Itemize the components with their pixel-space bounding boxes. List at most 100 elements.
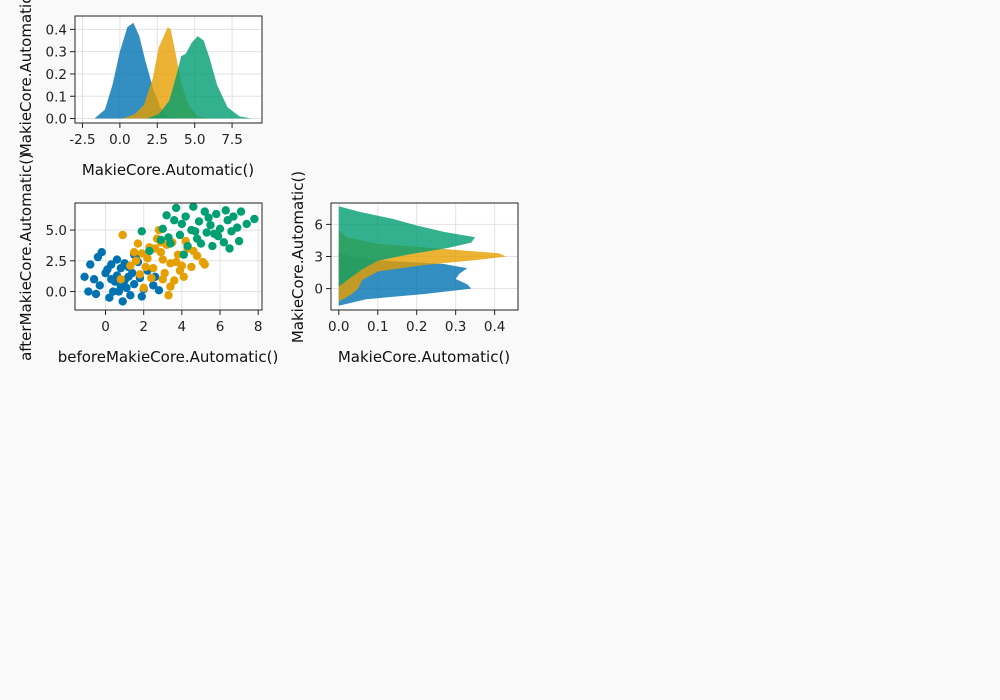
- scatter-point-series-2: [164, 291, 173, 300]
- scatter-point-series-1: [84, 287, 93, 296]
- top-y-tick-label: 0.0: [46, 112, 67, 128]
- scatter-point-series-3: [171, 203, 181, 213]
- top-density-panel: -2.5 0.0 2.5 5.0 7.5 0.00.10.20.30.4 MakieCo…: [17, 0, 263, 179]
- scatter-point-series-1: [97, 247, 106, 257]
- right-density-series-3: [338, 206, 476, 287]
- scatter-point-series-3: [204, 213, 213, 222]
- top-x-tick-label: 0.0: [109, 132, 130, 148]
- scatter-point-series-3: [156, 235, 166, 245]
- scatter-point-series-1: [91, 289, 101, 299]
- scatter-point-series-1: [101, 268, 110, 278]
- scatter-point-series-3: [236, 207, 246, 216]
- scatter-y-tick-label: 2.5: [46, 254, 67, 270]
- right-x-tick-label: 0.3: [445, 319, 466, 335]
- scatter-point-series-3: [206, 220, 215, 230]
- scatter-point-series-2: [133, 239, 143, 248]
- scatter-point-series-1: [137, 292, 146, 301]
- right-x-tick-label: 0.2: [406, 319, 427, 335]
- right-y-tick-label: 3: [314, 250, 323, 266]
- scatter-point-series-3: [162, 211, 171, 220]
- right-x-axis-label: MakieCore.Automatic(): [338, 348, 510, 366]
- top-x-ticks: -2.5 0.0 2.5 5.0 7.5: [69, 123, 243, 148]
- scatter-point-series-3: [208, 241, 217, 251]
- scatter-y-axis-label: afterMakieCore.Automatic(): [17, 153, 35, 361]
- scatter-x-tick-label: 0: [101, 319, 110, 335]
- top-x-axis-label: MakieCore.Automatic(): [82, 161, 254, 179]
- right-y-axis-label: MakieCore.Automatic(): [289, 171, 307, 343]
- top-y-ticks: 0.0 0.1 0.2 0.3 0.4: [46, 22, 75, 128]
- scatter-point-series-3: [229, 212, 238, 221]
- right-y-ticks: 0 3 6: [314, 217, 331, 298]
- scatter-point-series-3: [232, 223, 242, 232]
- scatter-point-series-3: [137, 227, 146, 236]
- scatter-point-series-2: [131, 256, 141, 266]
- scatter-x-tick-label: 6: [216, 319, 225, 335]
- scatter-point-series-2: [166, 282, 175, 291]
- scatter-point-series-2: [187, 262, 196, 272]
- top-y-tick-label: 0.4: [46, 22, 67, 38]
- top-y-tick-label: 0.2: [46, 67, 67, 83]
- top-axis-frame: [74, 15, 263, 124]
- scatter-point-series-3: [175, 230, 185, 240]
- right-x-tick-label: 0.1: [367, 319, 388, 335]
- scatter-point-series-1: [95, 281, 105, 290]
- scatter-point-series-3: [177, 219, 187, 229]
- top-y-tick-label: 0.3: [46, 45, 67, 61]
- scatter-point-series-2: [171, 257, 181, 267]
- scatter-point-series-1: [86, 260, 95, 269]
- top-x-tick-label: 7.5: [221, 132, 242, 148]
- scatter-point-series-1: [107, 275, 116, 284]
- scatter-point-series-2: [170, 276, 179, 285]
- scatter-point-series-1: [105, 293, 114, 302]
- right-x-tick-label: 0.0: [328, 319, 349, 335]
- scatter-point-series-3: [210, 229, 219, 238]
- scatter-x-ticks: 0 2 4 6 8: [101, 310, 262, 335]
- scatter-point-series-2: [200, 260, 209, 269]
- scatter-point-series-3: [215, 224, 225, 234]
- scatter-point-series-1: [129, 279, 139, 289]
- top-x-tick-label: 2.5: [147, 132, 168, 148]
- scatter-point-series-2: [189, 246, 198, 256]
- right-x-tick-label: 0.4: [484, 319, 505, 335]
- right-y-tick-label: 6: [314, 217, 323, 233]
- scatter-point-series-2: [149, 263, 158, 273]
- scatter-x-tick-label: 2: [139, 319, 148, 335]
- top-density-series-3: [146, 36, 252, 119]
- scatter-point-series-2: [137, 249, 146, 258]
- scatter-point-series-3: [212, 209, 221, 219]
- scatter-point-series-2: [129, 247, 139, 257]
- scatter-point-series-2: [141, 262, 150, 272]
- scatter-point-series-3: [181, 212, 190, 221]
- scatter-point-series-1: [126, 291, 135, 300]
- scatter-point-series-3: [196, 239, 206, 248]
- scatter-point-series-3: [250, 214, 259, 224]
- scatter-point-series-2: [158, 275, 167, 284]
- right-y-tick-label: 0: [314, 282, 323, 298]
- scatter-point-series-2: [135, 270, 145, 279]
- scatter-point-series-1: [154, 286, 164, 295]
- scatter-point-series-2: [158, 255, 167, 264]
- scatter-point-series-2: [143, 254, 152, 263]
- top-x-tick-label: -2.5: [69, 132, 95, 148]
- scatter-point-series-1: [116, 282, 125, 291]
- scatter-point-series-3: [145, 246, 154, 256]
- top-density-series-1: [94, 22, 177, 119]
- right-density-panel: 0.0 0.1 0.2 0.3 0.4 0 3 6 MakieCore.Automatic(…: [289, 171, 519, 366]
- scatter-y-tick-label: 5.0: [46, 223, 67, 239]
- scatter-point-series-3: [219, 238, 229, 247]
- scatter-point-series-3: [221, 206, 230, 215]
- scatter-x-axis-label: beforeMakieCore.Automatic(): [58, 348, 279, 366]
- scatter-point-series-2: [126, 261, 135, 270]
- scatter-point-series-1: [149, 281, 158, 290]
- scatter-point-series-3: [183, 241, 192, 251]
- top-y-tick-label: 0.1: [46, 89, 67, 105]
- scatter-point-series-3: [179, 250, 188, 259]
- scatter-point-series-2: [179, 272, 188, 281]
- right-x-ticks: 0.0 0.1 0.2 0.3 0.4: [328, 310, 505, 335]
- scatter-point-series-1: [89, 275, 99, 284]
- scatter-point-series-3: [191, 227, 200, 236]
- scatter-point-series-3: [225, 244, 234, 253]
- scatter-point-series-2: [118, 230, 127, 240]
- scatter-y-tick-label: 0.0: [46, 285, 67, 301]
